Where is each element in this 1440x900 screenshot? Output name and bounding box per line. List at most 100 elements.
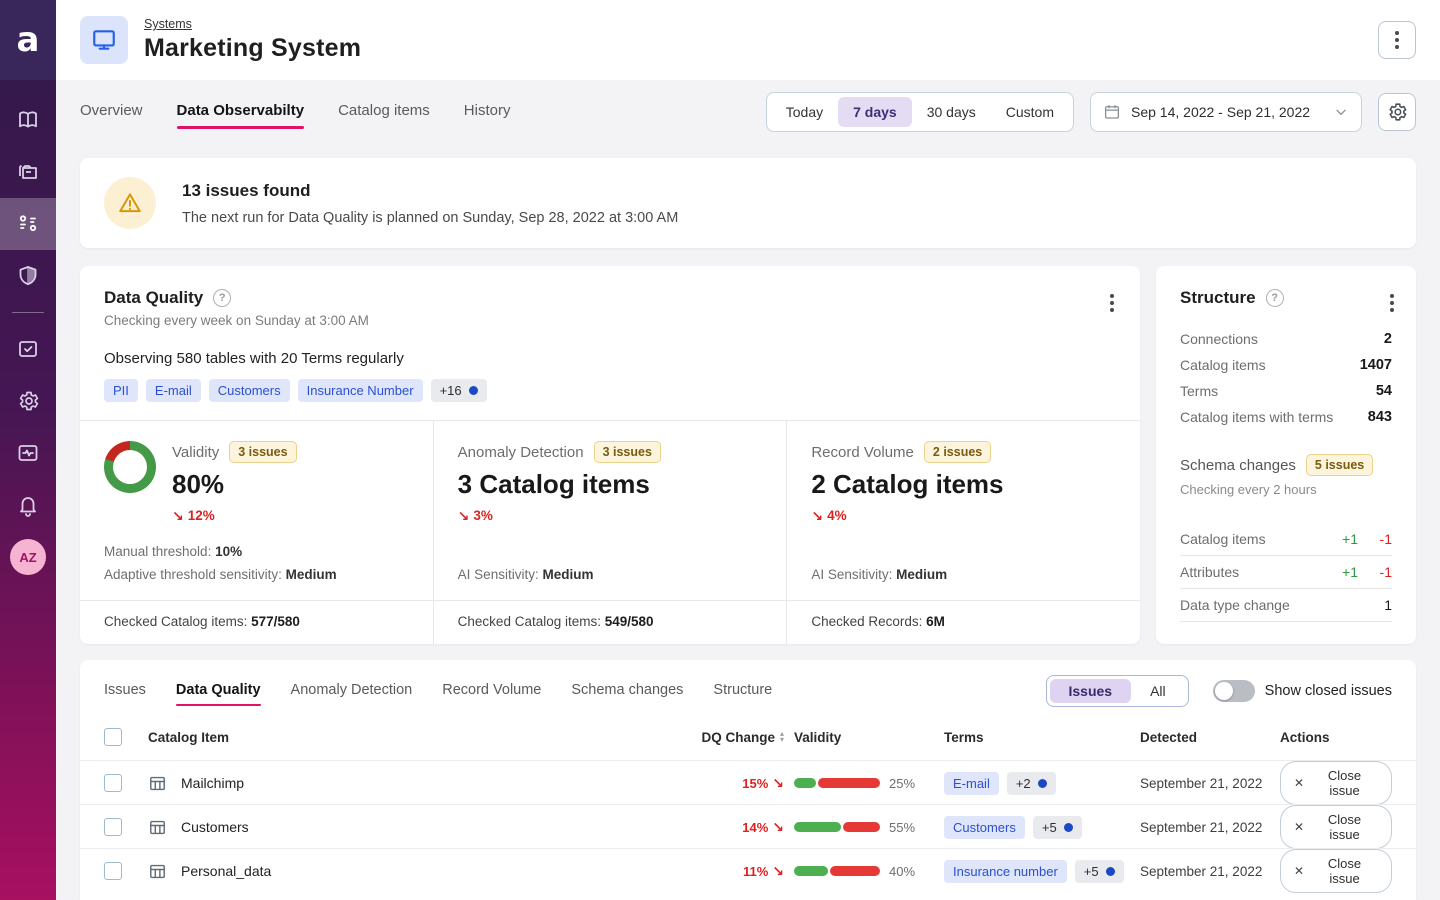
close-icon: ✕ bbox=[1294, 865, 1304, 877]
preset-7-days[interactable]: 7 days bbox=[838, 97, 912, 127]
date-range-picker[interactable]: Sep 14, 2022 - Sep 21, 2022 bbox=[1090, 92, 1362, 132]
metric-value: 2 Catalog items bbox=[811, 469, 1003, 500]
issues-badge[interactable]: 3 issues bbox=[594, 441, 661, 463]
metric-change: ↘ 3% bbox=[458, 508, 661, 523]
stat-row: Catalog items with terms843 bbox=[1180, 404, 1392, 430]
page-header: Systems Marketing System bbox=[56, 0, 1440, 80]
sidebar-item-security[interactable] bbox=[0, 250, 56, 302]
trend-down-icon: ↘ bbox=[772, 864, 784, 878]
blue-dot-icon bbox=[1038, 779, 1047, 788]
alert-subtitle: The next run for Data Quality is planned… bbox=[182, 210, 678, 226]
term-tag[interactable]: E-mail bbox=[146, 379, 201, 402]
issues-badge[interactable]: 5 issues bbox=[1306, 454, 1373, 476]
term-tag[interactable]: Customers bbox=[209, 379, 290, 402]
chevron-down-icon bbox=[1333, 104, 1349, 120]
term-tags-more[interactable]: +5 bbox=[1033, 816, 1082, 839]
term-tags-more[interactable]: +16 bbox=[431, 379, 487, 402]
sidebar-item-notifications[interactable] bbox=[0, 479, 56, 531]
close-issue-button[interactable]: ✕ Close issue bbox=[1280, 849, 1392, 893]
validity-percent: 40% bbox=[889, 864, 915, 879]
catalog-item-cell[interactable]: Mailchimp bbox=[148, 774, 668, 793]
metric-details: AI Sensitivity: Medium bbox=[811, 564, 1116, 600]
close-issue-button[interactable]: ✕ Close issue bbox=[1280, 761, 1392, 805]
issues-tab-structure[interactable]: Structure bbox=[713, 674, 772, 708]
issues-tab-anomaly-detection[interactable]: Anomaly Detection bbox=[291, 674, 413, 708]
sidebar-item-catalog[interactable] bbox=[0, 146, 56, 198]
term-tag[interactable]: E-mail bbox=[944, 772, 999, 795]
show-closed-toggle[interactable] bbox=[1213, 680, 1255, 702]
validity-cell: 25% bbox=[794, 776, 944, 791]
time-controls: Today 7 days 30 days Custom Sep 14, 2022… bbox=[766, 92, 1416, 132]
table-icon bbox=[148, 818, 167, 837]
col-dq-change[interactable]: DQ Change ▴▾ bbox=[701, 730, 794, 745]
metric-label: Validity bbox=[172, 444, 219, 461]
data-quality-more-button[interactable] bbox=[1110, 294, 1114, 312]
data-quality-title: Data Quality bbox=[104, 288, 203, 308]
sidebar-item-tasks[interactable] bbox=[0, 323, 56, 375]
close-issue-button[interactable]: ✕ Close issue bbox=[1280, 805, 1392, 849]
select-all-checkbox[interactable] bbox=[104, 728, 122, 746]
row-checkbox[interactable] bbox=[104, 862, 122, 880]
brand-logo[interactable]: a bbox=[0, 0, 56, 80]
issues-tab-issues[interactable]: Issues bbox=[104, 674, 146, 708]
issues-tab-data-quality[interactable]: Data Quality bbox=[176, 674, 261, 708]
sidebar-item-knowledge[interactable] bbox=[0, 94, 56, 146]
terms-cell: Customers +5 bbox=[944, 816, 1140, 839]
term-tag[interactable]: Insurance number bbox=[944, 860, 1067, 883]
view-filter-all[interactable]: All bbox=[1131, 679, 1185, 703]
kebab-icon bbox=[1395, 31, 1399, 49]
sort-icon: ▴▾ bbox=[780, 731, 784, 743]
term-tag[interactable]: Insurance Number bbox=[298, 379, 423, 402]
metric-footer: Checked Records: 6M bbox=[787, 600, 1140, 644]
sidebar-item-settings[interactable] bbox=[0, 375, 56, 427]
tab-data-observability[interactable]: Data Observabilty bbox=[177, 96, 305, 129]
trend-down-icon: ↘ bbox=[458, 509, 470, 523]
term-tag[interactable]: PII bbox=[104, 379, 138, 402]
metric-value: 3 Catalog items bbox=[458, 469, 661, 500]
catalog-item-cell[interactable]: Customers bbox=[148, 818, 668, 837]
help-icon[interactable]: ? bbox=[1266, 289, 1284, 307]
schema-changes-header: Schema changes 5 issues bbox=[1180, 454, 1392, 476]
tab-overview[interactable]: Overview bbox=[80, 96, 143, 129]
term-tags-more[interactable]: +5 bbox=[1075, 860, 1124, 883]
sidebar-item-monitoring[interactable] bbox=[0, 427, 56, 479]
preset-today[interactable]: Today bbox=[771, 97, 838, 127]
view-filter-issues[interactable]: Issues bbox=[1050, 679, 1132, 703]
preset-30-days[interactable]: 30 days bbox=[912, 97, 991, 127]
preset-custom[interactable]: Custom bbox=[991, 97, 1069, 127]
issues-panel-header: Issues Data Quality Anomaly Detection Re… bbox=[80, 660, 1416, 708]
issues-tab-schema-changes[interactable]: Schema changes bbox=[571, 674, 683, 708]
warning-triangle-icon bbox=[117, 190, 143, 216]
tab-history[interactable]: History bbox=[464, 96, 511, 129]
row-checkbox[interactable] bbox=[104, 818, 122, 836]
sidebar-nav: AZ bbox=[0, 80, 56, 589]
help-icon[interactable]: ? bbox=[213, 289, 231, 307]
breadcrumb[interactable]: Systems bbox=[144, 17, 361, 31]
catalog-item-name: Mailchimp bbox=[181, 775, 244, 791]
sidebar-item-observability[interactable] bbox=[0, 198, 56, 250]
term-tags-more[interactable]: +2 bbox=[1007, 772, 1056, 795]
col-detected: Detected bbox=[1140, 730, 1280, 745]
issues-tab-record-volume[interactable]: Record Volume bbox=[442, 674, 541, 708]
table-icon bbox=[148, 774, 167, 793]
structure-more-button[interactable] bbox=[1390, 294, 1394, 312]
catalog-item-cell[interactable]: Personal_data bbox=[148, 862, 668, 881]
structure-stats: Connections2 Catalog items1407 Terms54 C… bbox=[1180, 326, 1392, 430]
table-row: Customers 14% ↘ 55% Customers +5 Septemb bbox=[80, 804, 1416, 848]
metric-change: ↘ 12% bbox=[172, 508, 297, 523]
page-title: Marketing System bbox=[144, 34, 361, 63]
issues-badge[interactable]: 2 issues bbox=[924, 441, 991, 463]
tab-catalog-items[interactable]: Catalog items bbox=[338, 96, 430, 129]
detected-cell: September 21, 2022 bbox=[1140, 864, 1280, 879]
row-checkbox[interactable] bbox=[104, 774, 122, 792]
header-more-button[interactable] bbox=[1378, 21, 1416, 59]
term-tag[interactable]: Customers bbox=[944, 816, 1025, 839]
content: Overview Data Observabilty Catalog items… bbox=[56, 80, 1440, 900]
user-avatar[interactable]: AZ bbox=[10, 539, 46, 575]
observability-settings-button[interactable] bbox=[1378, 93, 1416, 131]
issues-badge[interactable]: 3 issues bbox=[229, 441, 296, 463]
summary-cards-row: Data Quality ? Checking every week on Su… bbox=[80, 266, 1416, 644]
metric-value: 80% bbox=[172, 469, 297, 500]
bell-icon bbox=[16, 493, 40, 517]
metric-label: Record Volume bbox=[811, 444, 914, 461]
